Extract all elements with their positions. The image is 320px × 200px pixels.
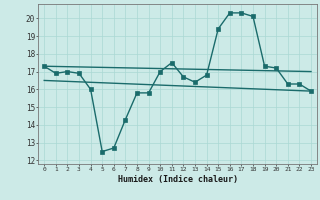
X-axis label: Humidex (Indice chaleur): Humidex (Indice chaleur)	[118, 175, 238, 184]
